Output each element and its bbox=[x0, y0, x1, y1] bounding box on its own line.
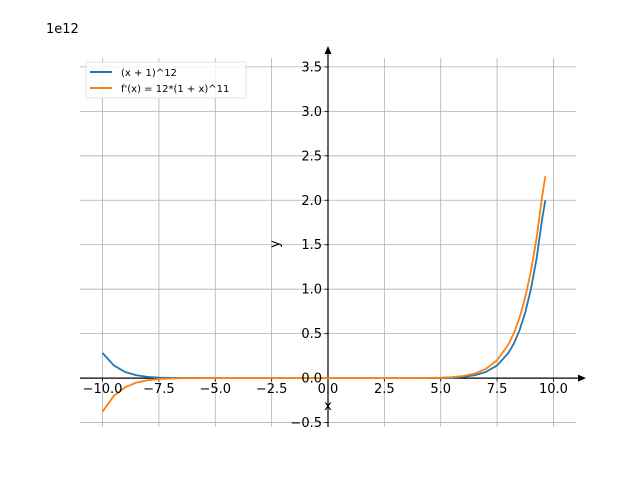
legend-label-series-1: (x + 1)^12 bbox=[121, 68, 177, 79]
axes bbox=[80, 46, 586, 427]
x-tick-label: 7.5 bbox=[487, 382, 508, 397]
y-tick-label: 1.5 bbox=[301, 238, 322, 253]
y-axis-arrow-icon bbox=[324, 46, 332, 54]
series-lines bbox=[101, 176, 547, 413]
x-tick-label: 0.0 bbox=[318, 382, 339, 397]
x-axis-label: x bbox=[324, 399, 332, 414]
tick-labels: −10.0 −7.5 −5.0 −2.5 0.0 2.5 5.0 7.5 10.0 −0.5 0.0… bbox=[83, 60, 568, 431]
x-tick-label: −10.0 bbox=[83, 382, 123, 397]
x-tick-label: 5.0 bbox=[430, 382, 451, 397]
x-tick-label: 2.5 bbox=[374, 382, 395, 397]
y-tick-label: 0.5 bbox=[301, 327, 322, 342]
x-axis-arrow-icon bbox=[578, 374, 586, 382]
y-tick-label: 2.0 bbox=[301, 194, 322, 209]
series-line-2 bbox=[101, 176, 547, 413]
x-tick-label: −2.5 bbox=[256, 382, 288, 397]
y-tick-label: −0.5 bbox=[290, 416, 322, 431]
legend-label-series-2: f'(x) = 12*(1 + x)^11 bbox=[121, 84, 229, 95]
y-axis-label: y bbox=[268, 240, 283, 248]
y-tick-label: 0.0 bbox=[301, 372, 322, 387]
legend: (x + 1)^12 f'(x) = 12*(1 + x)^11 bbox=[85, 61, 247, 99]
x-tick-label: −5.0 bbox=[199, 382, 231, 397]
y-tick-label: 1.0 bbox=[301, 283, 322, 298]
y-offset-label: 1e12 bbox=[46, 22, 79, 37]
legend-frame bbox=[85, 61, 247, 99]
y-tick-label: 3.0 bbox=[301, 105, 322, 120]
x-tick-label: −7.5 bbox=[143, 382, 175, 397]
y-tick-label: 2.5 bbox=[301, 149, 322, 164]
x-tick-label: 10.0 bbox=[539, 382, 568, 397]
y-tick-label: 3.5 bbox=[301, 60, 322, 75]
